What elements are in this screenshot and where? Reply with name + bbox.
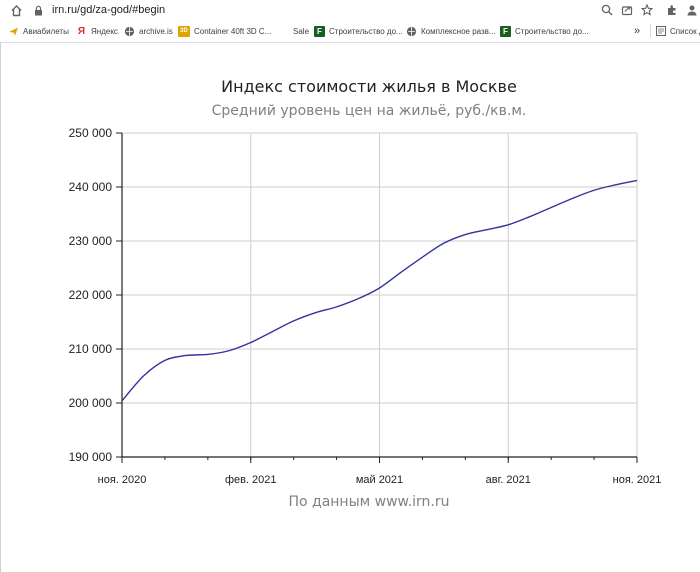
address-bar: irn.ru/gd/za-god/#begin	[0, 0, 700, 20]
y-tick-label: 220 000	[69, 288, 113, 302]
x-tick-label: авг. 2021	[486, 474, 531, 486]
y-tick-label: 230 000	[69, 234, 113, 248]
reading-list-icon	[655, 26, 666, 37]
bookmarks-overflow-button[interactable]: »	[634, 25, 641, 37]
url-field[interactable]: irn.ru/gd/za-god/#begin	[30, 2, 605, 18]
yandex-icon: Я	[77, 25, 86, 37]
bookmark-item[interactable]: Sale	[278, 24, 309, 38]
extensions-icon[interactable]	[665, 3, 679, 17]
y-tick-label: 190 000	[69, 450, 113, 464]
bookmark-item[interactable]: Авиабилеты	[8, 24, 69, 38]
bookmark-item[interactable]: F Строительство до...	[500, 24, 589, 38]
x-tick-label: ноя. 2021	[613, 474, 662, 486]
y-tick-label: 250 000	[69, 126, 113, 140]
url-text: irn.ru/gd/za-god/#begin	[52, 4, 166, 16]
star-icon[interactable]	[640, 3, 654, 17]
bookmark-item[interactable]: 3D Container 40ft 3D C...	[178, 24, 271, 38]
archive-icon	[124, 26, 135, 37]
y-tick-label: 200 000	[69, 396, 113, 410]
3d-icon: 3D	[178, 25, 190, 37]
f-icon: F	[314, 25, 325, 37]
y-tick-label: 210 000	[69, 342, 113, 356]
series-line	[121, 179, 638, 402]
bookmark-item[interactable]: archive.is	[124, 24, 173, 38]
plane-icon	[8, 26, 19, 37]
chart-source: По данным www.irn.ru	[288, 494, 450, 510]
reading-list-button[interactable]: Список д	[650, 24, 700, 38]
bookmark-item[interactable]: Комплексное разв...	[406, 24, 496, 38]
chart-title: Индекс стоимости жилья в Москве	[221, 77, 517, 96]
lock-icon	[34, 4, 44, 16]
bookmark-item[interactable]: Я Яндекс	[77, 25, 118, 37]
bookmark-item[interactable]: F Строительство до...	[314, 24, 403, 38]
bookmarks-bar: Авиабилеты Я Яндекс archive.is 3D Contai…	[0, 20, 700, 43]
globe-icon	[406, 26, 417, 37]
home-icon[interactable]	[9, 3, 23, 17]
x-tick-label: май 2021	[356, 474, 403, 486]
profile-icon[interactable]	[685, 3, 699, 17]
zoom-icon[interactable]	[600, 3, 614, 17]
x-tick-label: фев. 2021	[225, 474, 277, 486]
x-tick-label: ноя. 2020	[98, 474, 147, 486]
y-tick-label: 240 000	[69, 180, 113, 194]
share-icon[interactable]	[620, 3, 634, 17]
f-icon: F	[500, 25, 511, 37]
chart-subtitle: Средний уровень цен на жильё, руб./кв.м.	[211, 103, 527, 119]
page-border	[0, 43, 1, 572]
